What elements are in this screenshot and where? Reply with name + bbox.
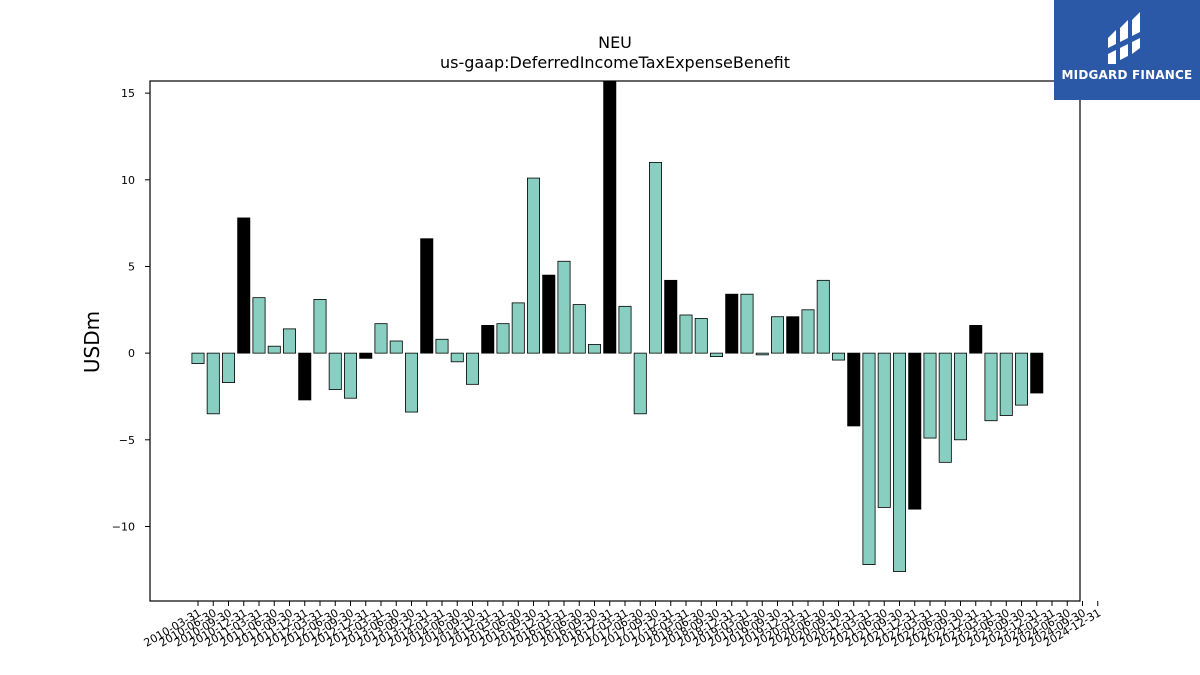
bar: [221, 352, 235, 384]
brand-logo-text: MIDGARD FINANCE: [1061, 68, 1193, 82]
bar: [832, 352, 846, 361]
bar: [679, 314, 693, 354]
bar: [252, 297, 266, 354]
y-axis-label: USDm: [80, 311, 104, 373]
bar: [511, 302, 525, 354]
bar: [633, 352, 647, 415]
bar: [313, 298, 327, 354]
brand-logo: MIDGARD FINANCE: [1054, 0, 1200, 100]
bar: [786, 316, 800, 354]
chart-subtitle: us-gaap:DeferredIncomeTaxExpenseBenefit: [440, 53, 790, 72]
bar: [999, 352, 1013, 416]
bar: [420, 238, 434, 354]
bar: [1030, 352, 1044, 394]
y-tick-label: 0: [128, 347, 135, 360]
bar: [588, 344, 602, 354]
bar: [954, 352, 968, 441]
bar: [282, 328, 296, 354]
bar: [755, 352, 769, 356]
y-tick-label: 5: [128, 260, 135, 273]
bar: [343, 352, 357, 399]
y-tick-label: −10: [112, 520, 135, 533]
bar: [893, 352, 907, 572]
bar: [877, 352, 891, 508]
bar: [298, 352, 312, 401]
bar: [267, 345, 281, 354]
bar: [923, 352, 937, 439]
y-tick-label: 10: [121, 174, 135, 187]
bar: [374, 323, 388, 354]
bar: [984, 352, 998, 422]
midgard-logo-icon: [1108, 12, 1140, 64]
bar: [618, 305, 632, 354]
bar: [1015, 352, 1029, 406]
plot-area: −10−50510152010-03-312010-06-302010-09-3…: [112, 80, 1103, 650]
bar: [404, 352, 418, 413]
bar: [771, 316, 785, 354]
bar: [237, 217, 251, 354]
bar: [694, 318, 708, 354]
bar: [816, 279, 830, 354]
bar: [740, 293, 754, 354]
bar: [527, 177, 541, 354]
bar: [938, 352, 952, 463]
y-tick-label: 15: [121, 87, 135, 100]
bar: [664, 279, 678, 354]
bar: [542, 274, 556, 354]
bar: [572, 304, 586, 354]
bar: [359, 352, 373, 359]
bar: [862, 352, 876, 566]
bar: [725, 293, 739, 354]
bar: [649, 162, 663, 354]
bar: [206, 352, 220, 415]
bar: [908, 352, 922, 510]
bar: [450, 352, 464, 363]
bar: [465, 352, 479, 385]
bar: [557, 260, 571, 354]
y-tick-label: −5: [119, 434, 135, 447]
bar: [496, 323, 510, 354]
plot-frame: [149, 80, 1081, 602]
bar: [435, 338, 449, 354]
bar: [847, 352, 861, 427]
bar: [801, 309, 815, 354]
bar: [603, 80, 617, 354]
bar: [481, 324, 495, 354]
bar: [191, 352, 205, 364]
bar: [328, 352, 342, 390]
chart-title: NEU: [598, 33, 632, 52]
bar: [710, 352, 724, 358]
bar: [389, 340, 403, 354]
bar: [969, 324, 983, 354]
